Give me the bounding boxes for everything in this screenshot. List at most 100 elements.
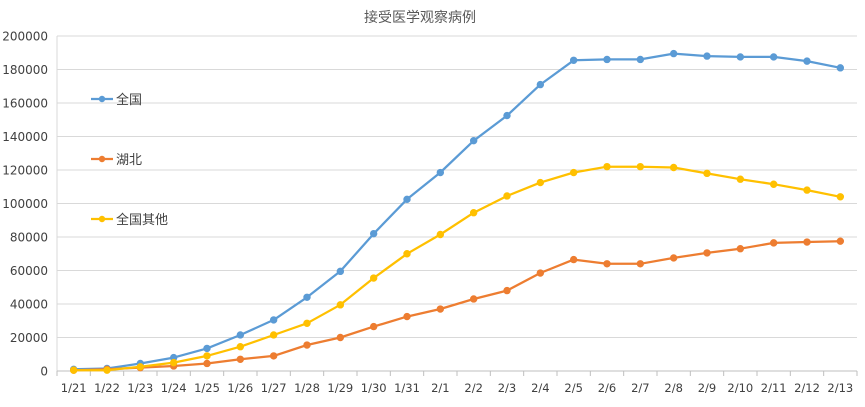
data-point bbox=[669, 254, 678, 262]
data-point bbox=[436, 168, 445, 177]
data-point bbox=[803, 57, 811, 65]
series-line bbox=[72, 165, 842, 372]
data-point bbox=[236, 355, 245, 363]
y-tick-label: 200000 bbox=[2, 30, 48, 44]
y-tick-label: 40000 bbox=[10, 298, 48, 312]
data-point bbox=[603, 260, 611, 268]
data-point bbox=[636, 260, 645, 268]
data-point bbox=[336, 267, 345, 276]
series-line bbox=[72, 52, 842, 371]
legend-swatch-marker bbox=[98, 155, 106, 163]
data-point bbox=[303, 341, 311, 349]
data-point bbox=[436, 230, 445, 239]
data-point bbox=[603, 162, 611, 171]
data-point bbox=[336, 333, 345, 342]
data-point bbox=[536, 269, 545, 277]
data-point bbox=[836, 64, 845, 72]
x-tick-label: 1/30 bbox=[361, 381, 387, 395]
data-point bbox=[569, 255, 578, 264]
data-point bbox=[469, 295, 478, 303]
x-tick-label: 2/13 bbox=[827, 381, 853, 395]
x-tick-label: 2/11 bbox=[761, 381, 787, 395]
data-point bbox=[503, 286, 511, 295]
data-point bbox=[269, 316, 278, 324]
y-tick-label: 20000 bbox=[10, 331, 48, 345]
x-tick-label: 1/26 bbox=[227, 381, 253, 395]
data-point bbox=[503, 111, 511, 120]
axes: 0 20000 40000 60000 80000 100000 120000 140000 1… bbox=[2, 30, 858, 395]
data-point bbox=[569, 56, 578, 64]
data-point bbox=[803, 186, 811, 194]
data-point bbox=[536, 80, 545, 89]
data-point bbox=[403, 312, 411, 321]
x-tick-label: 1/23 bbox=[127, 381, 153, 395]
data-point bbox=[669, 49, 678, 58]
x-tick-label: 1/29 bbox=[327, 381, 353, 395]
data-point bbox=[536, 178, 545, 187]
x-tick-label: 2/3 bbox=[498, 381, 517, 395]
data-point bbox=[336, 301, 345, 309]
y-tick-label: 120000 bbox=[2, 164, 48, 178]
data-point bbox=[703, 169, 711, 178]
legend-label: 全国其他 bbox=[116, 212, 168, 228]
data-point bbox=[636, 162, 645, 171]
data-point bbox=[303, 293, 311, 301]
x-tick-label: 2/4 bbox=[531, 381, 550, 395]
legend-label: 全国 bbox=[116, 92, 142, 108]
data-point bbox=[369, 229, 378, 238]
y-tick-label: 0 bbox=[40, 365, 48, 379]
x-tick-label: 2/2 bbox=[464, 381, 483, 395]
data-point bbox=[236, 331, 245, 339]
data-point bbox=[736, 245, 745, 253]
legend-label: 湖北 bbox=[116, 153, 142, 168]
data-point bbox=[569, 168, 578, 177]
x-tick-label: 2/10 bbox=[727, 381, 753, 395]
series-group bbox=[69, 49, 845, 374]
x-tick-label: 2/9 bbox=[698, 381, 717, 395]
series-0 bbox=[69, 49, 845, 374]
x-tick-label: 1/27 bbox=[261, 381, 287, 395]
legend-swatch-marker bbox=[98, 215, 106, 223]
data-point bbox=[436, 305, 445, 313]
x-tick-label: 1/21 bbox=[61, 381, 87, 395]
x-tick-label: 1/25 bbox=[194, 381, 220, 395]
y-tick-label: 180000 bbox=[2, 63, 48, 77]
x-tick-label: 2/6 bbox=[598, 381, 617, 395]
data-point bbox=[469, 209, 478, 217]
data-point bbox=[403, 250, 411, 258]
data-point bbox=[769, 53, 778, 61]
data-point bbox=[269, 331, 278, 339]
data-point bbox=[703, 249, 711, 257]
data-point bbox=[169, 358, 178, 367]
series-line bbox=[72, 240, 842, 372]
y-tick-label: 80000 bbox=[10, 231, 48, 245]
y-tick-label: 140000 bbox=[2, 130, 48, 144]
data-point bbox=[703, 52, 711, 60]
data-point bbox=[203, 344, 211, 353]
data-point bbox=[269, 352, 278, 360]
x-tick-label: 2/12 bbox=[794, 381, 820, 395]
data-point bbox=[503, 192, 511, 200]
legend-item-0: 全国 bbox=[91, 92, 142, 108]
x-tick-label: 2/7 bbox=[631, 381, 650, 395]
data-point bbox=[603, 55, 611, 64]
x-tick-label: 2/1 bbox=[431, 381, 450, 395]
data-point bbox=[736, 53, 745, 61]
x-tick-label: 1/24 bbox=[161, 381, 187, 395]
data-point bbox=[469, 136, 478, 145]
data-point bbox=[736, 175, 745, 183]
data-point bbox=[103, 366, 111, 374]
data-point bbox=[636, 55, 645, 64]
y-tick-label: 160000 bbox=[2, 97, 48, 111]
data-point bbox=[769, 239, 778, 247]
data-point bbox=[836, 237, 845, 245]
data-point bbox=[836, 193, 845, 201]
series-2 bbox=[69, 162, 845, 374]
legend-swatch-marker bbox=[98, 95, 106, 103]
data-point bbox=[803, 238, 811, 246]
data-point bbox=[203, 359, 211, 368]
chart-title: 接受医学观察病例 bbox=[364, 9, 476, 26]
data-point bbox=[303, 319, 311, 327]
